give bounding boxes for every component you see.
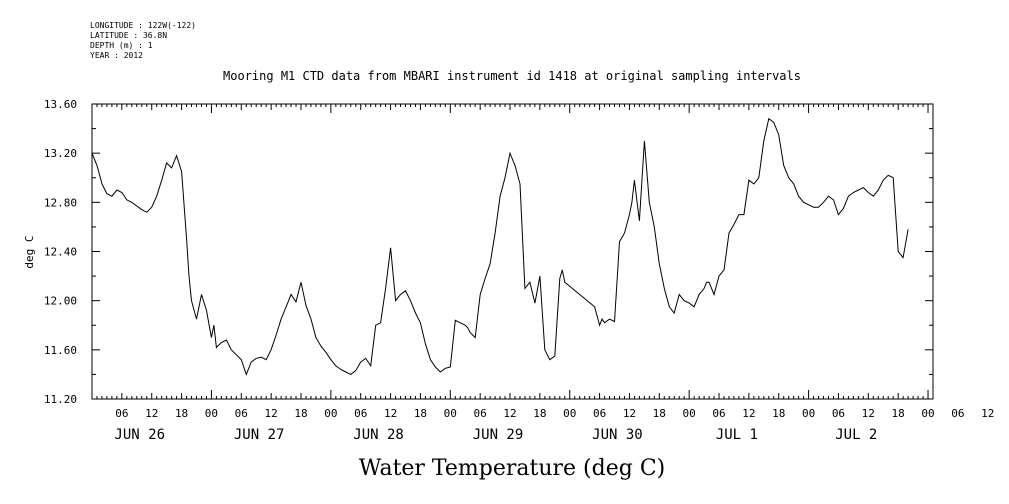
x-day-label: JUN 26 xyxy=(114,427,165,443)
x-hour-label: 18 xyxy=(175,407,188,420)
metadata-block: LONGITUDE : 122W(-122) LATITUDE : 36.8N … xyxy=(90,21,196,61)
temperature-series-line xyxy=(91,117,909,376)
x-hour-label: 12 xyxy=(623,407,636,420)
y-tick-label: 13.60 xyxy=(44,98,77,111)
meta-longitude: LONGITUDE : 122W(-122) xyxy=(90,21,196,30)
x-hour-label: 12 xyxy=(384,407,397,420)
y-tick-label: 12.80 xyxy=(44,196,77,209)
x-hour-label: 06 xyxy=(235,407,248,420)
y-tick-label: 12.40 xyxy=(44,246,77,259)
x-hour-label: 12 xyxy=(742,407,755,420)
y-axis: 11.20 11.60 12.00 12.40 12.80 13.20 13.60 xyxy=(44,98,933,406)
x-axis: 06 12 18 00 06 12 18 00 06 12 18 00 06 12 18 00 06 12 18 00… xyxy=(91,104,994,443)
meta-latitude: LATITUDE : 36.8N xyxy=(90,31,168,40)
x-hour-label: 18 xyxy=(772,407,785,420)
x-hour-label: 00 xyxy=(683,407,696,420)
chart-title: Mooring M1 CTD data from MBARI instrumen… xyxy=(223,69,801,83)
y-tick-label: 11.20 xyxy=(44,393,77,406)
x-hour-label: 00 xyxy=(802,407,815,420)
x-hour-label: 12 xyxy=(265,407,278,420)
x-hour-label: 18 xyxy=(653,407,666,420)
x-hour-label: 12 xyxy=(503,407,516,420)
y-tick-label: 13.20 xyxy=(44,147,77,160)
x-hour-label: 06 xyxy=(951,407,964,420)
x-hour-label: 12 xyxy=(862,407,875,420)
x-hour-label: 06 xyxy=(115,407,128,420)
x-hour-label: 12 xyxy=(981,407,994,420)
x-hour-label: 00 xyxy=(205,407,218,420)
meta-depth: DEPTH (m) : 1 xyxy=(90,41,153,50)
x-hour-label: 06 xyxy=(712,407,725,420)
x-hour-label: 18 xyxy=(533,407,546,420)
x-axis-label: Water Temperature (deg C) xyxy=(359,456,666,481)
x-hour-label: 00 xyxy=(563,407,576,420)
x-hour-label: 06 xyxy=(474,407,487,420)
x-hour-label: 00 xyxy=(444,407,457,420)
x-day-label: JUN 30 xyxy=(592,427,643,443)
x-hour-label: 06 xyxy=(832,407,845,420)
y-axis-label: deg C xyxy=(23,235,36,268)
x-hour-label: 18 xyxy=(892,407,905,420)
meta-year: YEAR : 2012 xyxy=(90,51,143,60)
plot-frame xyxy=(91,103,934,400)
x-hour-label: 06 xyxy=(593,407,606,420)
x-hour-label: 06 xyxy=(354,407,367,420)
x-hour-label: 00 xyxy=(324,407,337,420)
y-tick-label: 12.00 xyxy=(44,295,77,308)
x-day-label: JUN 28 xyxy=(353,427,404,443)
x-day-label: JUN 29 xyxy=(473,427,524,443)
x-hour-label: 18 xyxy=(294,407,307,420)
y-tick-label: 11.60 xyxy=(44,344,77,357)
x-day-label: JUL 1 xyxy=(716,427,758,443)
x-hour-label: 12 xyxy=(145,407,158,420)
x-day-label: JUL 2 xyxy=(835,427,877,443)
x-hour-label: 00 xyxy=(921,407,934,420)
x-hour-label: 18 xyxy=(414,407,427,420)
x-day-label: JUN 27 xyxy=(234,427,285,443)
